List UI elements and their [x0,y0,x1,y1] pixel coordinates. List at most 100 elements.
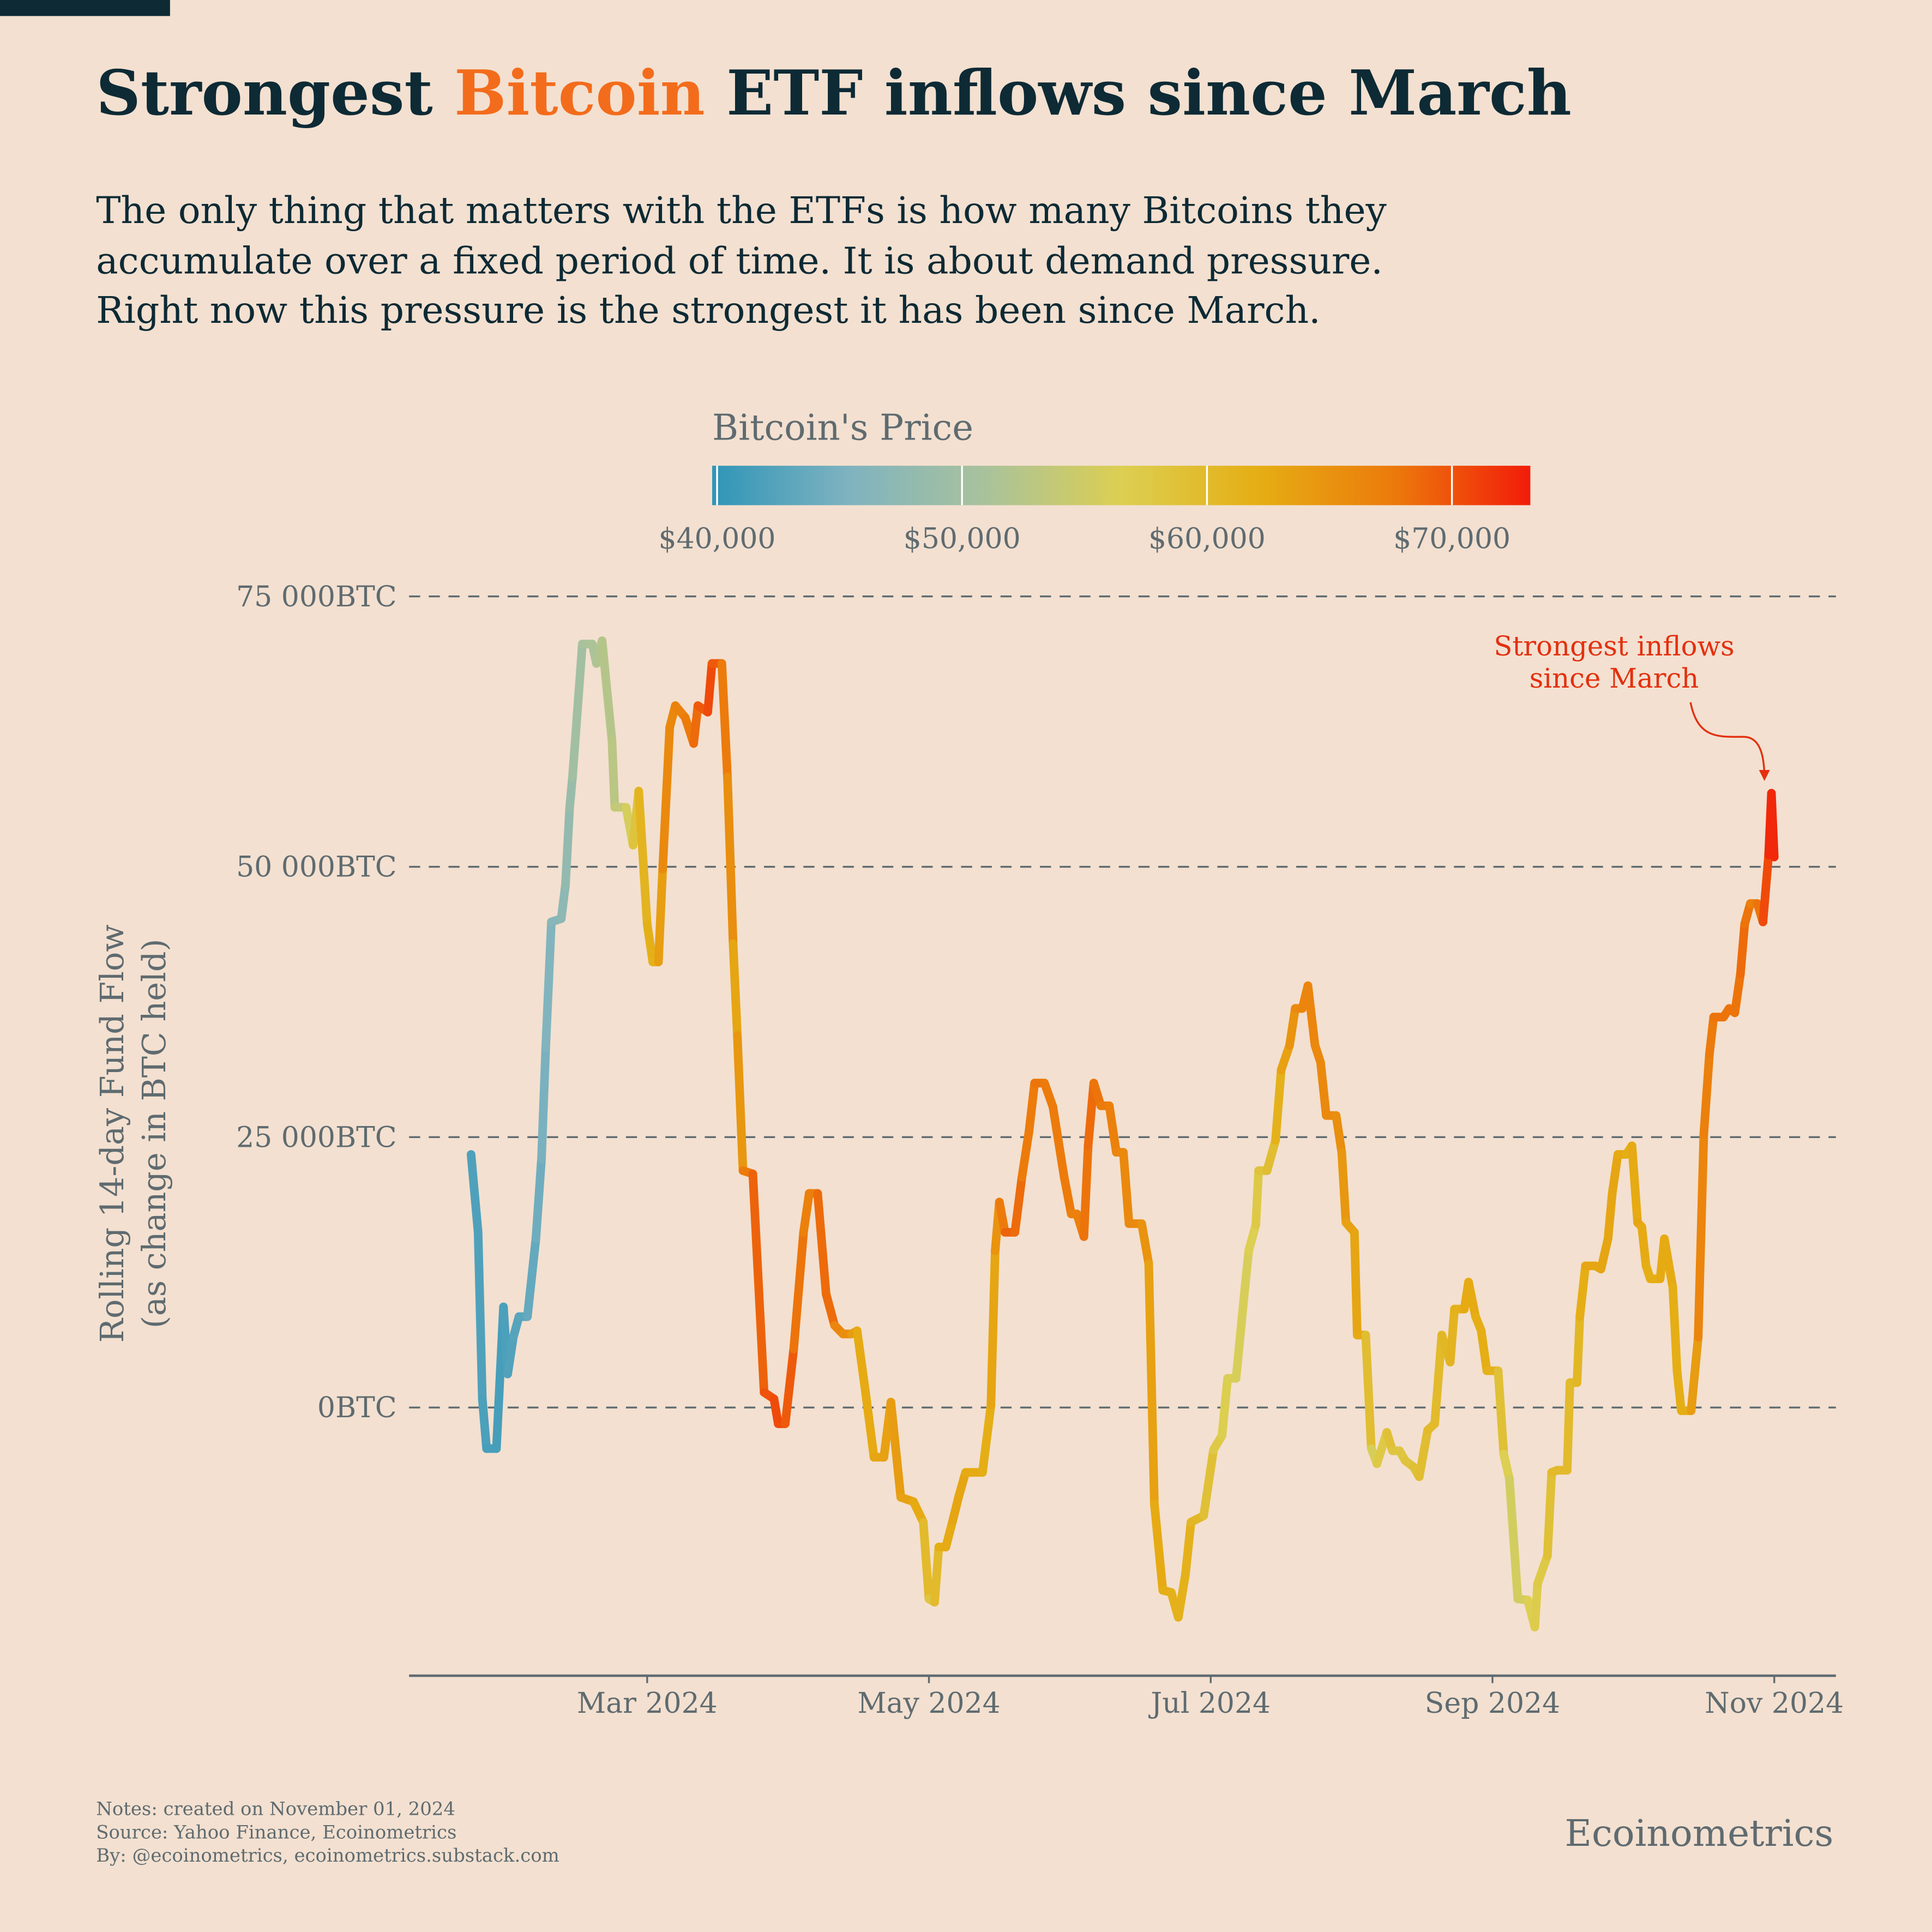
line-segment [1730,969,1745,1018]
line-segment [473,1227,487,1404]
line-segment [1505,1474,1522,1604]
line-segment [729,939,742,1040]
line-segment [1477,1326,1491,1375]
line-segment [1705,1013,1718,1058]
subtitle: The only thing that matters with the ETF… [96,189,1387,332]
title-highlight: Bitcoin [454,57,705,129]
line-segment [1105,1101,1121,1157]
y-tick-label: 0BTC [317,1392,397,1424]
line-segment [1627,1141,1642,1227]
line-segment [1231,1287,1249,1383]
data-line [466,636,1779,1632]
colorbar-tick-label: $40,000 [659,523,776,556]
plot: 0BTC 25 000BTC 50 000BTC 75 000BTC Mar 2024 M… [236,581,1844,1720]
line-segment [634,786,652,929]
line-segment [1687,1333,1703,1416]
annotation-arrow [1689,702,1770,781]
y-axis-label-line: Rolling 14-day Fund Flow [93,924,131,1343]
brand: Ecoinometrics [1565,1811,1834,1855]
line-segment [1337,1148,1351,1227]
line-segment [1018,1127,1033,1182]
line-segment [523,1234,540,1321]
colorbar [712,466,1531,505]
line-segment [1573,1312,1585,1387]
line-segment [1597,1234,1612,1274]
line-segment [537,1043,550,1163]
line-segment [1060,1172,1076,1219]
line-segment [557,881,570,923]
annotation-line: Strongest inflows [1494,630,1734,662]
line-segment [1079,1141,1093,1241]
line-segment [1251,1166,1263,1229]
line-segment [1199,1445,1218,1520]
line-segment [561,803,574,890]
line-segment [1672,1366,1686,1416]
colorbar-title: Bitcoin's Price [712,407,973,449]
y-axis-label-line: (as change in BTC held) [135,939,173,1328]
line-segment [930,1543,943,1607]
line-segment [1533,1551,1552,1588]
x-tick-label: May 2024 [857,1687,1000,1720]
line-segment [1332,1111,1346,1157]
line-segment [852,1326,870,1397]
line-segment [642,919,658,966]
line-segment [1759,850,1773,926]
chart-title: Strongest Bitcoin ETF inflows since Marc… [96,57,1572,129]
line-segment [1285,1004,1300,1050]
line-segment [568,640,587,781]
line-segment [654,864,667,966]
line-segment [789,1227,808,1353]
line-segment [1637,1223,1651,1271]
line-segment [1603,1189,1617,1243]
line-segment [822,1290,839,1330]
line-segment [1173,1570,1190,1622]
line-segment [1048,1102,1069,1182]
line-segment [995,1197,1009,1237]
x-tick-label: Jul 2024 [1148,1687,1271,1720]
line-segment [1694,1129,1708,1342]
line-segment [1244,1220,1260,1255]
line-segment [1361,1331,1376,1453]
line-segment [1563,1378,1575,1475]
line-segment [723,773,738,948]
colorbar-tick-label: $60,000 [1148,523,1266,556]
y-tick-label: 25 000BTC [236,1121,396,1154]
line-segment [1494,1366,1508,1459]
y-tick-label: 75 000BTC [236,581,396,613]
line-segment [1430,1331,1446,1428]
line-segment [1575,1261,1590,1321]
line-segment [565,773,577,812]
line-segment [748,1169,769,1397]
line-segment [478,1394,491,1453]
line-segment [689,701,702,748]
note-line: Notes: created on November 01, 2024 [96,1798,455,1819]
line-segment [1530,1579,1542,1632]
line-segment [1137,1219,1153,1268]
corner-bar [0,0,170,16]
line-segment [1025,1079,1039,1136]
line-segment [813,1189,830,1298]
line-segment [1446,1304,1459,1367]
title-part: Strongest [96,57,432,129]
line-segment [799,1189,814,1237]
line-segment [978,1401,996,1477]
line-segment [941,1515,958,1551]
line-segment [1543,1468,1556,1560]
notes: Notes: created on November 01, 2024 Sour… [96,1798,559,1866]
line-segment [919,1518,934,1604]
x-tick-label: Mar 2024 [577,1687,718,1720]
line-segment [598,636,617,745]
line-segment [658,723,675,874]
line-segment [733,1031,748,1175]
colorbar-tick-label: $70,000 [1393,523,1510,556]
line-segment [607,736,619,812]
line-segment [1218,1374,1232,1440]
y-tick-label: 50 000BTC [236,851,396,884]
line-segment [1150,1499,1167,1595]
line-segment [531,1154,546,1243]
line-segment [1277,1040,1294,1075]
title-part: ETF inflows since March [726,57,1572,129]
